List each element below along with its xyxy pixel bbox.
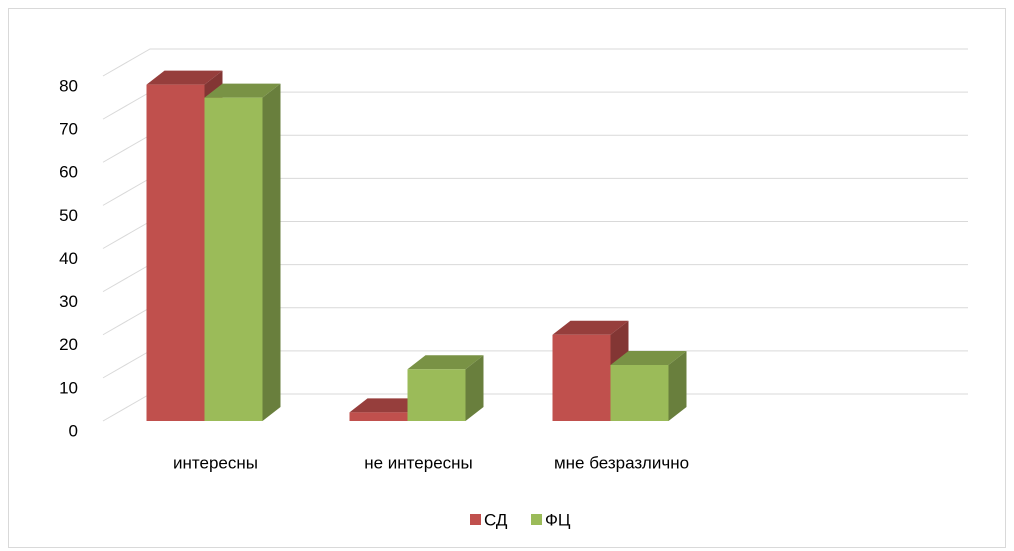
x-tick-label: мне безразлично — [554, 453, 689, 472]
bar-front — [610, 364, 669, 421]
y-tick-label: 10 — [59, 378, 78, 397]
bar-side — [262, 83, 281, 421]
y-tick-label: 70 — [59, 120, 78, 139]
bar-top — [349, 398, 426, 413]
bar-top — [610, 350, 687, 365]
bar — [407, 355, 484, 421]
y-tick-label: 80 — [59, 76, 78, 95]
bar — [204, 83, 281, 421]
y-tick-label: 40 — [59, 249, 78, 268]
y-tick-label: 60 — [59, 163, 78, 182]
x-tick-label: не интересны — [364, 453, 473, 472]
bar-front — [146, 84, 205, 421]
bar-front — [552, 334, 611, 421]
bar-top — [552, 320, 629, 335]
legend-label: СД — [484, 510, 508, 529]
y-tick-label: 20 — [59, 335, 78, 354]
x-tick-label: интересны — [173, 453, 258, 472]
legend-label: ФЦ — [545, 510, 571, 529]
bar-top — [407, 355, 484, 370]
bar-front — [349, 412, 408, 421]
y-tick-label: 30 — [59, 292, 78, 311]
bar-side — [668, 350, 687, 421]
bar-top — [146, 70, 223, 85]
grid-line — [102, 48, 968, 77]
bar-side — [465, 355, 484, 421]
legend-swatch — [531, 514, 542, 525]
legend-swatch — [470, 514, 481, 525]
y-tick-label: 50 — [59, 206, 78, 225]
bar — [610, 350, 687, 421]
bar-front — [407, 369, 466, 421]
bar-top — [204, 83, 281, 98]
bar-front — [204, 97, 263, 421]
y-tick-label: 0 — [69, 421, 78, 440]
